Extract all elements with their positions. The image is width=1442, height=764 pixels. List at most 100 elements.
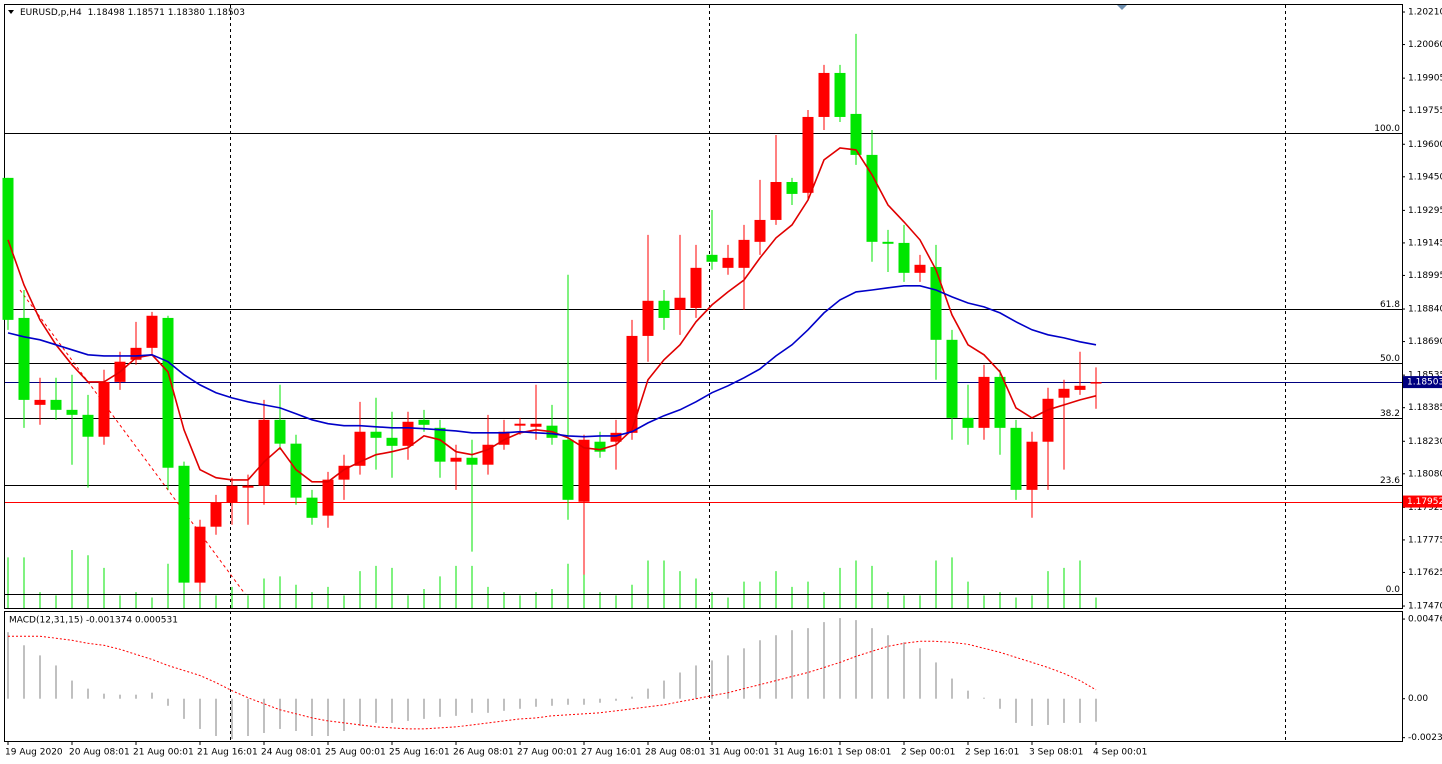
y-tick-label: 1.18230: [1408, 437, 1442, 447]
macd-bar: [7, 632, 9, 699]
candle-body: [882, 241, 894, 244]
y-tick-label: 1.18995: [1408, 271, 1442, 281]
candle-body: [786, 181, 798, 194]
candle-body: [514, 423, 526, 426]
y-tick-label: 1.19295: [1408, 206, 1442, 216]
macd-bar: [551, 698, 553, 706]
macd-bar: [679, 672, 681, 699]
x-tick-label: 27 Aug 16:01: [581, 748, 642, 758]
candle-body: [770, 181, 782, 220]
ohlc: 1.18498 1.18571 1.18380 1.18503: [88, 8, 245, 18]
x-tick-label: 31 Aug 16:01: [773, 748, 834, 758]
y-tick-label: 1.18385: [1408, 403, 1442, 413]
x-tick-label: 28 Aug 08:01: [645, 748, 706, 758]
candle-body: [306, 497, 318, 518]
macd-bar: [791, 630, 793, 699]
moving-average: [7, 285, 1097, 438]
candle-body: [578, 439, 590, 502]
price-label: 1.17952: [1407, 497, 1442, 507]
x-tick-label: 25 Aug 16:01: [389, 748, 450, 758]
candle-body: [818, 72, 830, 117]
candle-body: [594, 441, 606, 452]
candle-body: [274, 419, 286, 444]
macd-bar: [983, 697, 985, 699]
x-tick-label: 24 Aug 08:01: [261, 748, 322, 758]
candle-body: [802, 116, 814, 193]
y-tick-label: 1.17925: [1408, 503, 1442, 513]
macd-bar: [855, 620, 857, 699]
macd-bar: [663, 680, 665, 699]
macd-bar: [23, 645, 25, 699]
macd-bar: [951, 678, 953, 699]
candle-body: [482, 444, 494, 465]
candle-body: [530, 423, 542, 427]
candle-body: [738, 239, 750, 268]
plot-layer: 1.20210 1.20060 1.19905 1.19755 1.19600 1.194…: [2, 8, 1442, 758]
candle-body: [1058, 388, 1070, 398]
y-tick-label: 1.18535: [1408, 371, 1442, 381]
candle-body: [1010, 427, 1022, 490]
macd-bar: [583, 698, 585, 705]
candle-body: [866, 154, 878, 242]
macd-bar: [39, 655, 41, 699]
macd-bar: [487, 698, 489, 713]
candle-body: [898, 242, 910, 273]
macd-bar: [279, 698, 281, 729]
fib-label: 50.0: [1380, 354, 1400, 364]
macd-bar: [199, 698, 201, 729]
menu-triangle[interactable]: [8, 10, 14, 14]
y-tick-label: 1.18840: [1408, 305, 1442, 315]
macd-bar: [887, 635, 889, 699]
moving-average: [7, 147, 1097, 483]
macd-bar: [599, 698, 601, 703]
fib-label: 38.2: [1380, 409, 1400, 419]
candle-body: [850, 113, 862, 155]
candle-body: [610, 432, 622, 442]
macd-bar: [343, 698, 345, 731]
candle-body: [1026, 441, 1038, 490]
macd-bar: [407, 698, 409, 721]
macd-bar: [1031, 698, 1033, 726]
y-tick-label: 1.19450: [1408, 172, 1442, 182]
macd-bar: [935, 662, 937, 699]
x-tick-label: 21 Aug 16:01: [197, 748, 258, 758]
candle-body: [1090, 382, 1102, 384]
candle-body: [930, 266, 942, 340]
candle-body: [450, 457, 462, 462]
candle-body: [434, 427, 446, 462]
y-tick-label: 1.17470: [1408, 602, 1442, 612]
macd-bar: [903, 642, 905, 699]
candle-body: [34, 399, 46, 405]
candle-body: [322, 479, 334, 516]
macd-bar: [87, 688, 89, 699]
candle-body: [1074, 385, 1086, 390]
price-label-box: [1403, 376, 1442, 389]
price-label-box: [1403, 495, 1442, 508]
y-tick-label: 1.19600: [1408, 140, 1442, 150]
symbol: EURUSD,p,H4: [20, 8, 82, 18]
macd-bar: [135, 694, 137, 699]
y-tick-label: 0.00: [1408, 694, 1428, 704]
candle-body: [754, 219, 766, 242]
macd-bar: [263, 698, 265, 733]
macd-bar: [231, 698, 233, 740]
candle-body: [66, 409, 78, 415]
y-tick-label: 1.18690: [1408, 337, 1442, 347]
fib-label: 100.0: [1374, 124, 1400, 134]
macd-pane: [4, 611, 1403, 742]
macd-bar: [823, 622, 825, 699]
y-tick-label: 1.17775: [1408, 535, 1442, 545]
y-tick-label: 1.20060: [1408, 40, 1442, 50]
macd-bar: [167, 698, 169, 706]
macd-bar: [215, 698, 217, 737]
candle-body: [418, 419, 430, 425]
macd-bar: [71, 680, 73, 699]
candle-body: [146, 315, 158, 348]
candle-body: [626, 335, 638, 433]
candle-body: [706, 254, 718, 262]
macd-bar: [759, 640, 761, 699]
macd-bar: [1047, 698, 1049, 725]
macd-bar: [519, 698, 521, 709]
